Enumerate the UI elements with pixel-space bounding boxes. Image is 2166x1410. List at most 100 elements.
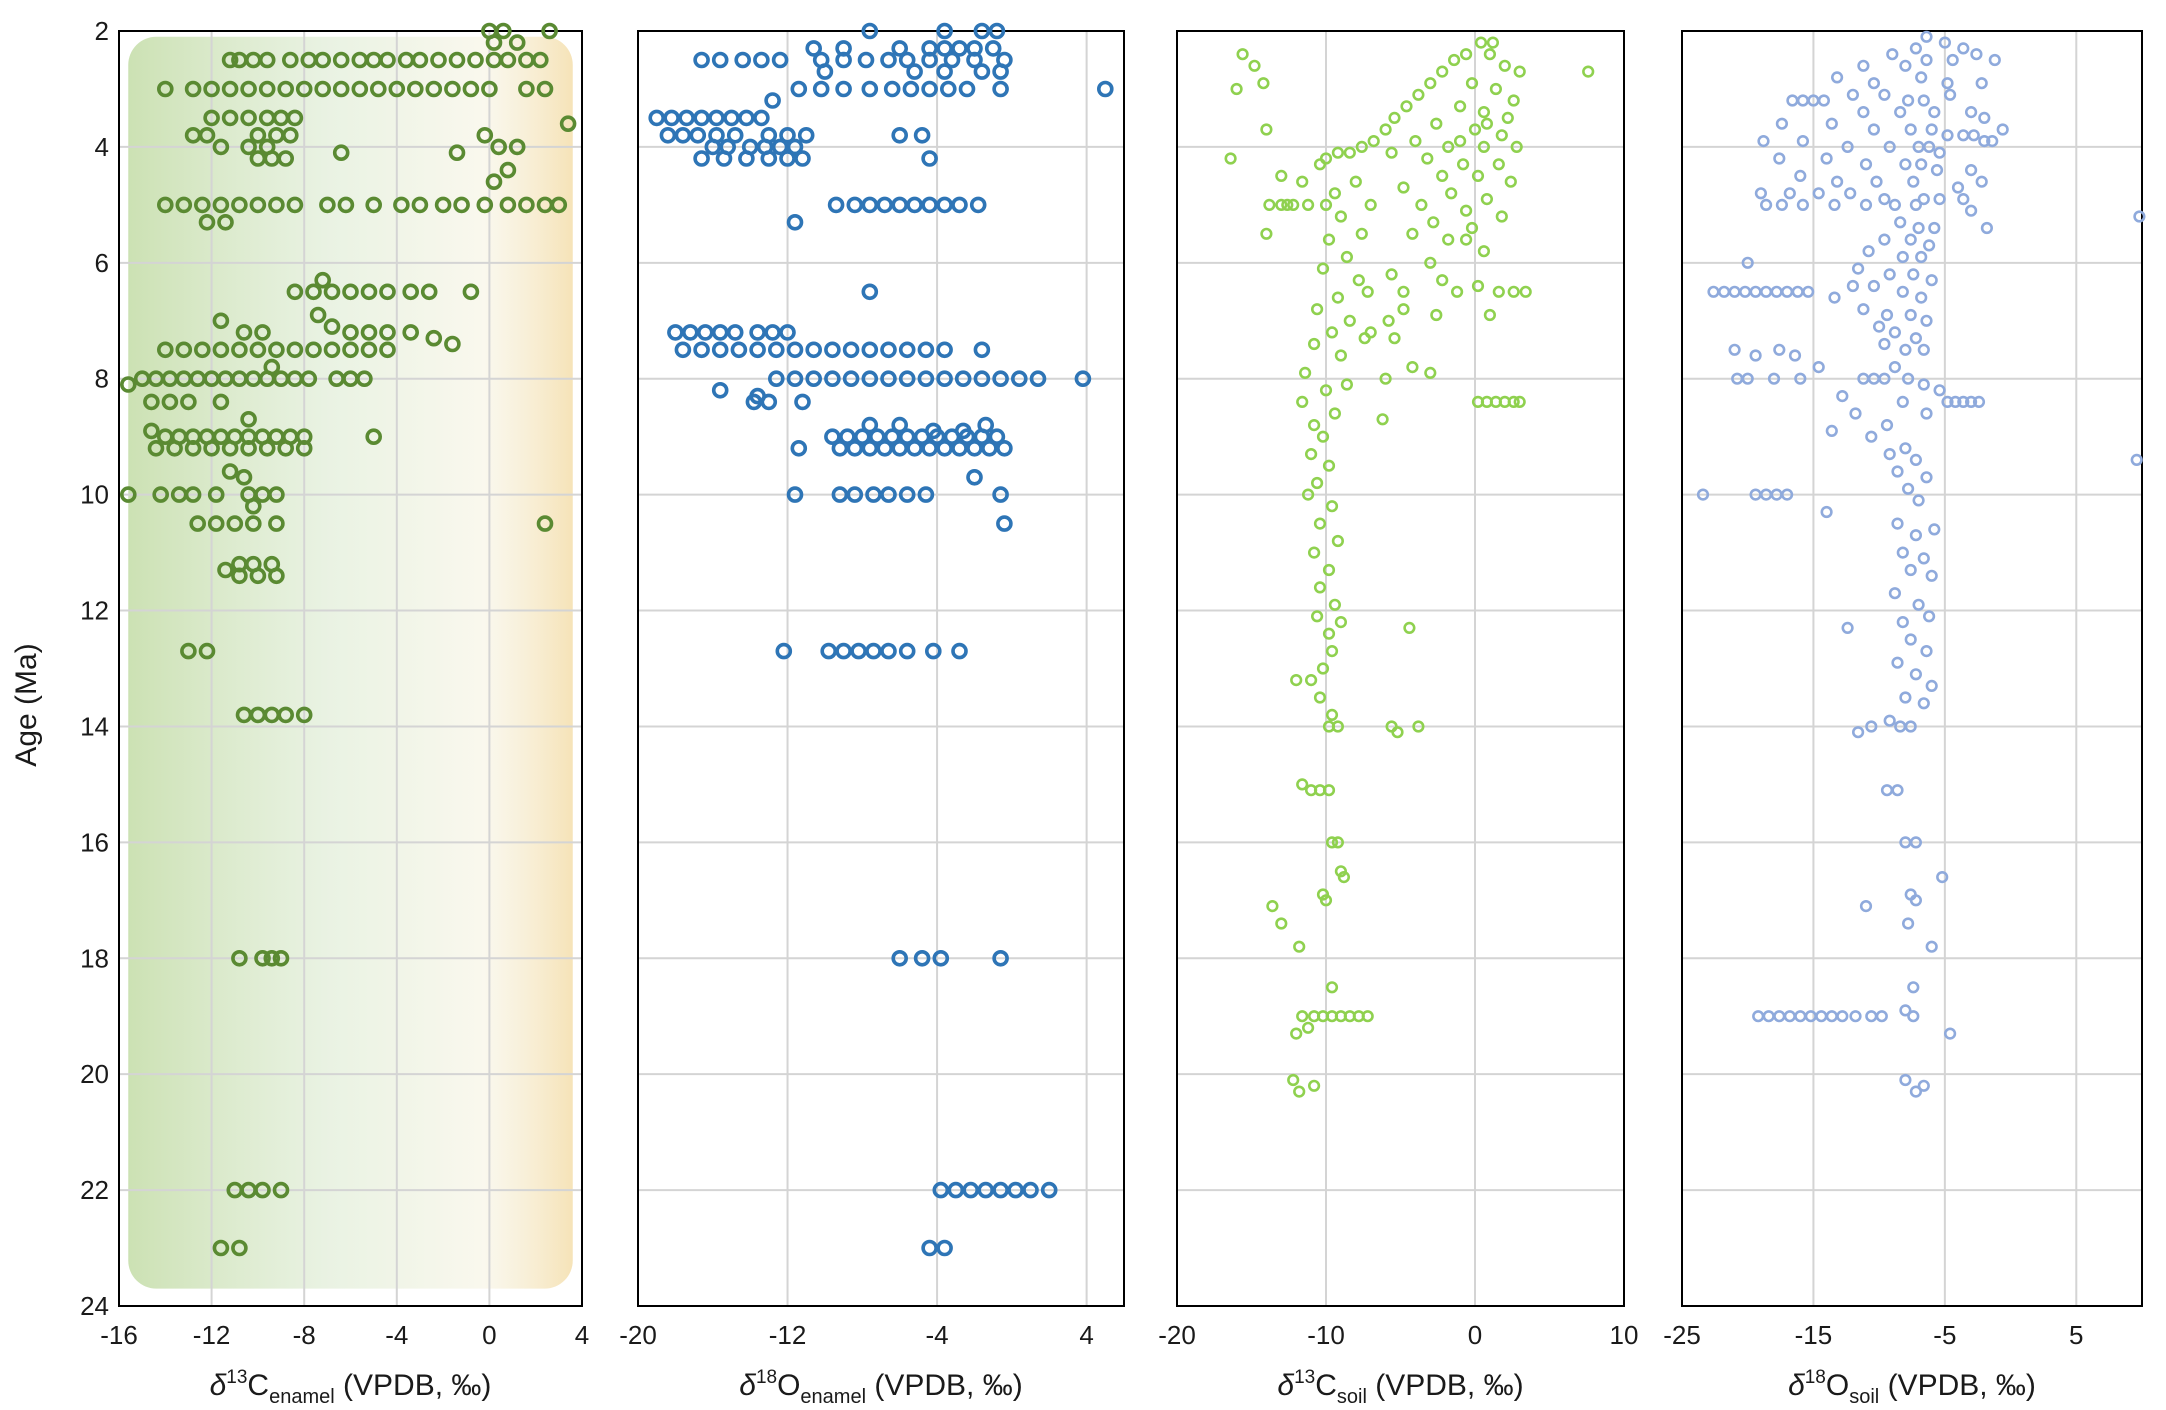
data-point xyxy=(1391,726,1404,739)
data-point xyxy=(1888,587,1901,600)
data-point xyxy=(1957,129,1970,142)
data-point xyxy=(898,370,916,388)
data-point xyxy=(1477,245,1490,258)
data-point xyxy=(309,306,327,324)
data-point xyxy=(221,109,239,127)
data-point xyxy=(1376,413,1389,426)
data-point xyxy=(1492,158,1505,171)
data-point xyxy=(891,196,909,214)
data-point xyxy=(861,22,879,40)
data-point xyxy=(1325,708,1339,722)
data-point xyxy=(1770,285,1783,298)
data-point xyxy=(1331,291,1344,304)
data-point xyxy=(1447,53,1461,67)
data-point xyxy=(1436,274,1449,287)
data-point xyxy=(1379,123,1392,136)
data-point xyxy=(143,422,160,440)
data-point xyxy=(1825,1010,1838,1023)
data-point xyxy=(212,196,230,214)
data-point xyxy=(992,370,1009,388)
data-point xyxy=(1424,256,1437,269)
data-point xyxy=(1922,239,1936,252)
data-point xyxy=(453,196,470,214)
y-axis-title: Age (Ma) xyxy=(10,643,43,766)
data-point xyxy=(1933,384,1946,397)
data-point xyxy=(973,22,991,40)
data-point xyxy=(1477,140,1490,153)
data-point xyxy=(1236,48,1249,61)
data-point xyxy=(1888,198,1901,211)
data-point xyxy=(1783,187,1796,200)
data-point xyxy=(696,324,714,341)
data-point xyxy=(1888,326,1901,339)
data-point xyxy=(786,341,804,359)
data-point xyxy=(1290,673,1303,687)
data-point xyxy=(921,439,938,457)
c3-c4-gradient-band xyxy=(128,36,573,1289)
data-point xyxy=(1880,308,1894,322)
data-point xyxy=(1489,82,1502,96)
data-point xyxy=(1836,390,1849,403)
data-point xyxy=(180,642,197,660)
data-point xyxy=(1941,395,1954,409)
data-point xyxy=(1925,940,1938,953)
data-point xyxy=(1925,274,1938,287)
data-point xyxy=(1957,395,1970,409)
data-point xyxy=(406,80,424,98)
data-point xyxy=(745,393,763,411)
x-tick-label: -25 xyxy=(1663,1320,1701,1350)
data-point xyxy=(240,439,257,457)
data-point xyxy=(161,393,179,411)
data-point xyxy=(992,80,1009,98)
data-point xyxy=(1304,673,1318,687)
data-point xyxy=(254,1181,271,1199)
data-point xyxy=(1875,1010,1888,1023)
x-tick-label: 10 xyxy=(1610,1320,1639,1350)
data-point xyxy=(966,51,983,69)
data-point xyxy=(1296,778,1309,791)
data-point xyxy=(1912,221,1925,235)
data-point xyxy=(295,439,313,457)
data-point xyxy=(1780,488,1794,501)
data-point xyxy=(1230,82,1243,96)
x-tick-label: -12 xyxy=(193,1320,231,1350)
data-point xyxy=(992,486,1009,503)
data-point xyxy=(1445,187,1458,200)
data-point xyxy=(379,324,396,341)
data-point xyxy=(444,80,461,98)
data-point xyxy=(1307,1079,1321,1092)
data-point xyxy=(157,196,174,214)
data-point xyxy=(954,422,972,440)
data-point xyxy=(1901,917,1915,930)
data-point xyxy=(2133,210,2146,223)
data-point xyxy=(221,80,239,98)
data-point xyxy=(1331,534,1344,548)
data-point xyxy=(1773,343,1786,356)
data-point xyxy=(476,127,494,144)
data-point xyxy=(268,196,285,214)
data-point xyxy=(824,341,841,359)
data-point xyxy=(842,370,860,388)
data-point xyxy=(323,283,341,301)
data-point xyxy=(1899,442,1912,455)
data-point xyxy=(332,51,350,69)
data-point xyxy=(1951,181,1965,194)
data-point xyxy=(1886,48,1899,61)
data-point xyxy=(1899,343,1912,356)
data-point xyxy=(760,150,778,167)
data-point xyxy=(1972,395,1986,409)
data-point xyxy=(1313,581,1327,594)
data-point xyxy=(212,312,230,330)
data-point xyxy=(1907,268,1920,281)
data-point xyxy=(1791,285,1804,298)
y-tick-label: 4 xyxy=(95,132,109,162)
data-point xyxy=(1909,42,1922,55)
data-point xyxy=(1275,917,1288,930)
data-point xyxy=(1970,48,1983,61)
data-point xyxy=(314,51,332,69)
data-point xyxy=(1495,210,1508,223)
data-point xyxy=(1260,227,1273,240)
y-tick-label: 18 xyxy=(80,943,109,973)
data-point xyxy=(1738,285,1752,298)
data-point xyxy=(1337,870,1350,884)
